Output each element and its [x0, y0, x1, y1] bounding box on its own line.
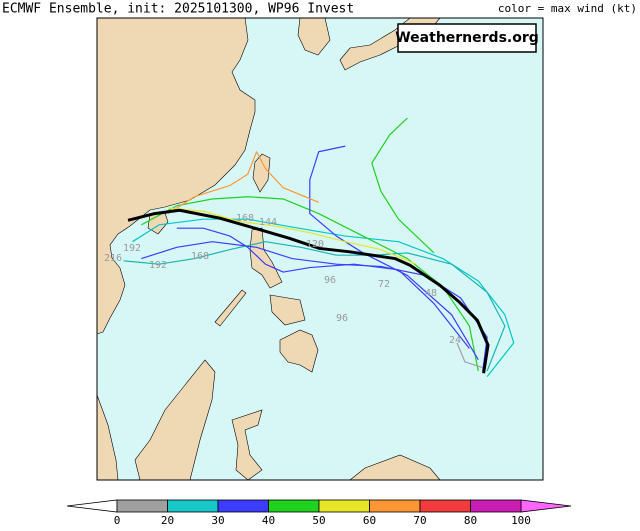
colorbar-segment: [268, 499, 320, 513]
hour-label: 120: [306, 239, 324, 250]
colorbar-label: 30: [211, 514, 224, 527]
colorbar-under: [66, 499, 118, 513]
ensemble-track: [309, 145, 479, 361]
ensemble-track: [167, 151, 319, 215]
colorbar-label: 70: [413, 514, 426, 527]
hour-label: 48: [425, 288, 437, 299]
ensemble-track: [176, 227, 470, 349]
colorbar-segment: [167, 499, 219, 513]
watermark: Weathernerds.org: [395, 30, 539, 46]
colorbar-label: 40: [262, 514, 275, 527]
colorbar-segment: [217, 499, 269, 513]
ensemble-track: [456, 342, 483, 369]
colorbar-label: 0: [114, 514, 121, 527]
mean-track: [127, 208, 490, 374]
colorbar-label: 100: [511, 514, 531, 527]
hour-label: 192: [123, 243, 141, 254]
colorbar-segment: [470, 499, 522, 513]
hour-label: 192: [149, 260, 167, 271]
hour-label: 72: [378, 279, 390, 290]
colorbar-segment: [318, 499, 370, 513]
hour-label: 168: [191, 251, 209, 262]
colorbar-segment: [419, 499, 471, 513]
map-frame: [96, 17, 544, 481]
colorbar-over: [520, 499, 572, 513]
map-title: ECMWF Ensemble, init: 2025101300, WP96 I…: [2, 2, 354, 17]
watermark-box: [397, 23, 537, 53]
colorbar-segment: [369, 499, 421, 513]
colorbar-segment: [116, 499, 168, 513]
hour-label: 216: [104, 253, 122, 264]
hour-label: 96: [324, 275, 336, 286]
hour-label: 96: [336, 313, 348, 324]
colorbar-label: 80: [464, 514, 477, 527]
colorbar-label: 20: [161, 514, 174, 527]
ensemble-track: [141, 196, 479, 372]
ensemble-track: [123, 241, 506, 372]
map-subtitle: color = max wind (kt): [498, 2, 637, 15]
hour-label: 24: [449, 335, 461, 346]
ensemble-track: [167, 207, 417, 265]
ensemble-track: [132, 218, 515, 377]
colorbar-label: 60: [363, 514, 376, 527]
hour-label: 144: [259, 217, 277, 228]
ensemble-track: [371, 117, 435, 254]
hour-label: 168: [236, 213, 254, 224]
colorbar-label: 50: [312, 514, 325, 527]
